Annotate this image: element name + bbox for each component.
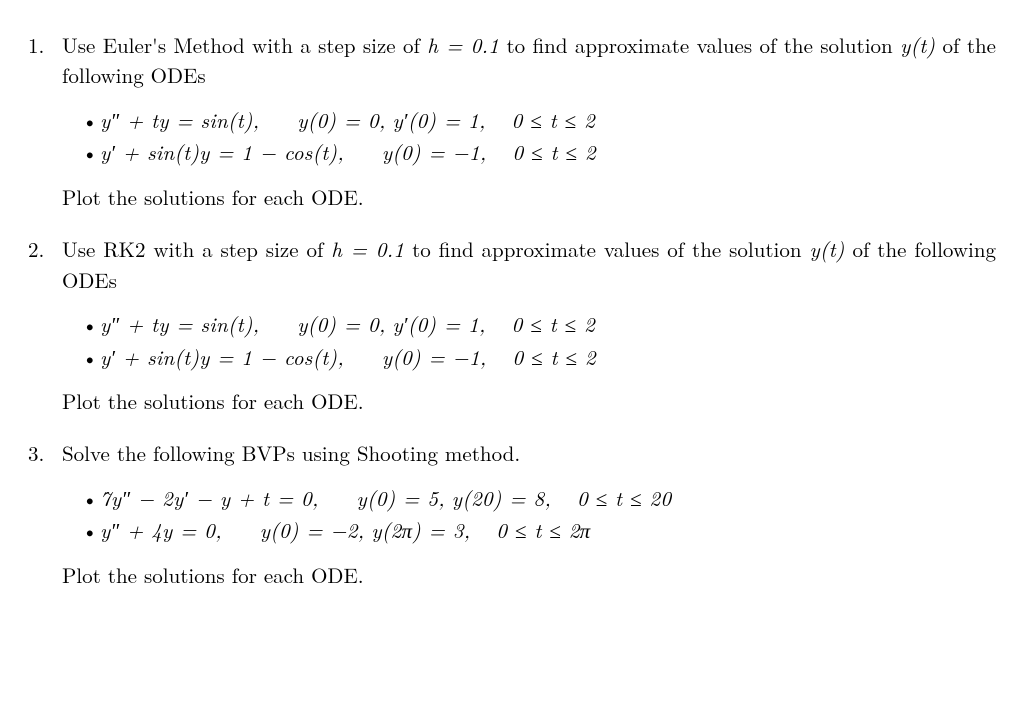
p1-intro-b: to find approximate values of the soluti… (499, 30, 900, 60)
p1-yt: y(t) (900, 30, 935, 60)
p3-ode2-ic1: y(0) = −2, (260, 515, 365, 545)
p1-ode2-domain: 0 ≤ t ≤ 2 (512, 137, 595, 167)
p2-intro-b: to find approximate values of the soluti… (404, 234, 809, 264)
p3-ode-1: 7y″ − 2y′ − y + t = 0, y(0) = 5, y(20) = … (82, 483, 996, 513)
p1-ode1-ic1: y(0) = 0, (297, 105, 385, 135)
p3-ode1-domain: 0 ≤ t ≤ 20 (577, 483, 671, 513)
p2-ode-list: y″ + ty = sin(t), y(0) = 0, y′(0) = 1, 0 ≤… (62, 309, 996, 372)
p1-ode-1: y″ + ty = sin(t), y(0) = 0, y′(0) = 1, 0 ≤… (82, 105, 996, 135)
p3-ode-2: y″ + 4y = 0, y(0) = −2, y(2π) = 3, 0 ≤ t ≤… (82, 515, 996, 545)
p2-ode1-lhs: y″ + ty = sin(t), (100, 309, 259, 339)
problem-3: Solve the following BVPs using Shooting … (28, 438, 996, 590)
p2-ode1-ic2: y′(0) = 1, (393, 309, 486, 339)
problem-1: Use Euler's Method with a step size of h… (28, 30, 996, 212)
p3-ode2-lhs: y″ + 4y = 0, (100, 515, 222, 545)
p1-plot: Plot the solutions for each ODE. (62, 182, 996, 212)
p1-ode2-lhs: y′ + sin(t)y = 1 − cos(t), (100, 137, 344, 167)
p2-ode2-domain: 0 ≤ t ≤ 2 (512, 342, 595, 372)
p1-ode2-ic1: y(0) = −1, (382, 137, 487, 167)
p2-yt: y(t) (809, 234, 844, 264)
p3-ode1-ic2: y(20) = 8, (452, 483, 551, 513)
p3-ode2-ic2: y(2π) = 3, (371, 515, 470, 545)
p3-ode-list: 7y″ − 2y′ − y + t = 0, y(0) = 5, y(20) = … (62, 483, 996, 546)
p2-ode-2: y′ + sin(t)y = 1 − cos(t), y(0) = −1, 0 ≤ … (82, 342, 996, 372)
p2-ode1-ic1: y(0) = 0, (297, 309, 385, 339)
problem-list: Use Euler's Method with a step size of h… (28, 30, 996, 590)
problem-2: Use RK2 with a step size of h = 0.1 to f… (28, 234, 996, 416)
p3-intro-a: Solve the following BVPs using Shooting … (62, 438, 520, 468)
p1-ode1-lhs: y″ + ty = sin(t), (100, 105, 259, 135)
document-page: Use Euler's Method with a step size of h… (0, 0, 1024, 590)
p2-h: h = 0.1 (331, 234, 404, 264)
p2-ode2-lhs: y′ + sin(t)y = 1 − cos(t), (100, 342, 344, 372)
p1-ode1-domain: 0 ≤ t ≤ 2 (512, 105, 595, 135)
p1-ode1-ic2: y′(0) = 1, (393, 105, 486, 135)
p2-ode2-ic1: y(0) = −1, (382, 342, 487, 372)
p2-plot: Plot the solutions for each ODE. (62, 386, 996, 416)
p2-intro-a: Use RK2 with a step size of (62, 234, 331, 264)
p3-ode1-lhs: 7y″ − 2y′ − y + t = 0, (100, 483, 319, 513)
p3-plot: Plot the solutions for each ODE. (62, 560, 996, 590)
p3-ode2-domain: 0 ≤ t ≤ 2π (496, 515, 590, 545)
p1-ode-2: y′ + sin(t)y = 1 − cos(t), y(0) = −1, 0 ≤ … (82, 137, 996, 167)
p2-ode-1: y″ + ty = sin(t), y(0) = 0, y′(0) = 1, 0 ≤… (82, 309, 996, 339)
p3-ode1-ic1: y(0) = 5, (357, 483, 445, 513)
p1-ode-list: y″ + ty = sin(t), y(0) = 0, y′(0) = 1, 0 ≤… (62, 105, 996, 168)
p2-ode1-domain: 0 ≤ t ≤ 2 (512, 309, 595, 339)
p1-intro-a: Use Euler's Method with a step size of (62, 30, 427, 60)
p1-h: h = 0.1 (427, 30, 499, 60)
